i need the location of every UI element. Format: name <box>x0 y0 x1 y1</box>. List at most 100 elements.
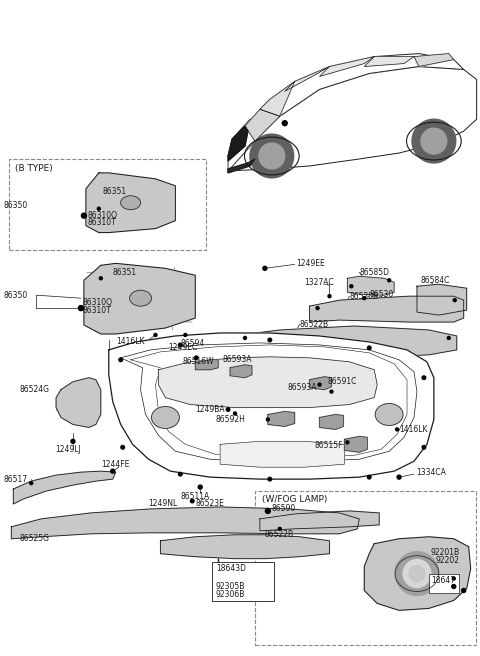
Circle shape <box>266 418 269 421</box>
Text: 86310T: 86310T <box>88 218 117 227</box>
Circle shape <box>226 408 230 411</box>
Text: 1249NL: 1249NL <box>148 499 178 508</box>
Text: 86515F: 86515F <box>314 441 343 450</box>
Circle shape <box>453 298 456 302</box>
Circle shape <box>243 337 246 339</box>
Polygon shape <box>348 276 394 295</box>
Text: 86590: 86590 <box>272 504 296 514</box>
Polygon shape <box>228 126 248 161</box>
Text: 86585D: 86585D <box>360 268 389 277</box>
Text: 86594: 86594 <box>180 339 204 348</box>
Circle shape <box>268 338 272 342</box>
Text: 18643D: 18643D <box>216 564 246 573</box>
Text: 86516W: 86516W <box>182 358 214 366</box>
Polygon shape <box>320 415 343 430</box>
Text: 86593A: 86593A <box>222 356 252 364</box>
Text: 1416LK: 1416LK <box>116 337 144 346</box>
Polygon shape <box>230 365 252 378</box>
Polygon shape <box>12 507 360 539</box>
Circle shape <box>198 485 202 489</box>
Polygon shape <box>414 54 454 66</box>
Polygon shape <box>344 436 367 452</box>
Circle shape <box>265 508 270 514</box>
Circle shape <box>179 472 182 476</box>
Circle shape <box>452 584 456 588</box>
Bar <box>255 491 476 645</box>
Circle shape <box>179 343 182 346</box>
Circle shape <box>111 469 115 473</box>
Polygon shape <box>160 535 329 559</box>
Text: 92305B: 92305B <box>215 582 244 591</box>
Text: 86584C: 86584C <box>421 276 450 285</box>
Text: 86593A: 86593A <box>288 383 317 392</box>
Circle shape <box>121 445 124 449</box>
Ellipse shape <box>78 306 84 310</box>
Ellipse shape <box>258 567 262 573</box>
Text: 18647: 18647 <box>431 576 455 585</box>
Polygon shape <box>285 66 329 91</box>
Circle shape <box>447 337 450 339</box>
Text: 86351: 86351 <box>103 188 127 196</box>
Ellipse shape <box>375 403 403 426</box>
Text: 1244FE: 1244FE <box>101 460 129 468</box>
Text: 86522B: 86522B <box>300 319 329 329</box>
Ellipse shape <box>152 407 180 428</box>
Text: 92202: 92202 <box>436 556 460 565</box>
Circle shape <box>330 390 333 393</box>
Circle shape <box>268 478 272 481</box>
Polygon shape <box>417 284 467 315</box>
Text: 1249EE: 1249EE <box>297 259 325 268</box>
Circle shape <box>409 565 425 581</box>
Text: 86517: 86517 <box>3 475 27 483</box>
Text: 86310Q: 86310Q <box>83 298 113 306</box>
Circle shape <box>412 119 456 163</box>
Circle shape <box>397 475 401 479</box>
Circle shape <box>395 552 439 596</box>
Circle shape <box>119 358 122 361</box>
Polygon shape <box>109 333 434 479</box>
Text: 86591C: 86591C <box>327 377 357 386</box>
Polygon shape <box>320 56 374 77</box>
Circle shape <box>282 121 287 126</box>
Polygon shape <box>310 297 464 322</box>
Circle shape <box>184 333 187 337</box>
Polygon shape <box>158 357 377 407</box>
Ellipse shape <box>82 214 86 218</box>
Polygon shape <box>232 326 457 358</box>
Circle shape <box>350 285 353 288</box>
Ellipse shape <box>120 195 141 210</box>
Text: (B TYPE): (B TYPE) <box>15 165 53 173</box>
Text: 86522B: 86522B <box>265 530 294 539</box>
Polygon shape <box>220 441 344 467</box>
Polygon shape <box>260 511 379 531</box>
Circle shape <box>363 297 366 300</box>
Circle shape <box>78 306 84 310</box>
Circle shape <box>368 346 371 350</box>
Polygon shape <box>260 81 295 116</box>
Polygon shape <box>131 345 407 457</box>
Ellipse shape <box>220 570 225 577</box>
Text: 1249LJ: 1249LJ <box>55 445 81 454</box>
Circle shape <box>396 428 398 431</box>
Text: 86350: 86350 <box>3 291 28 300</box>
Text: 86525G: 86525G <box>19 534 49 543</box>
Circle shape <box>97 207 100 210</box>
Circle shape <box>462 588 466 592</box>
Circle shape <box>263 266 267 270</box>
Circle shape <box>421 128 447 154</box>
Circle shape <box>259 143 285 169</box>
Text: 92306B: 92306B <box>215 590 244 599</box>
Circle shape <box>154 333 157 337</box>
Polygon shape <box>228 66 477 171</box>
Circle shape <box>403 560 431 588</box>
Text: 1249BA: 1249BA <box>195 405 225 414</box>
Circle shape <box>452 577 455 580</box>
Bar <box>429 573 459 594</box>
Circle shape <box>422 445 426 449</box>
Text: 86511A: 86511A <box>180 491 210 501</box>
Polygon shape <box>268 411 295 426</box>
Circle shape <box>250 134 294 178</box>
Polygon shape <box>56 378 101 428</box>
Circle shape <box>30 482 33 485</box>
Text: 86523E: 86523E <box>195 499 224 508</box>
